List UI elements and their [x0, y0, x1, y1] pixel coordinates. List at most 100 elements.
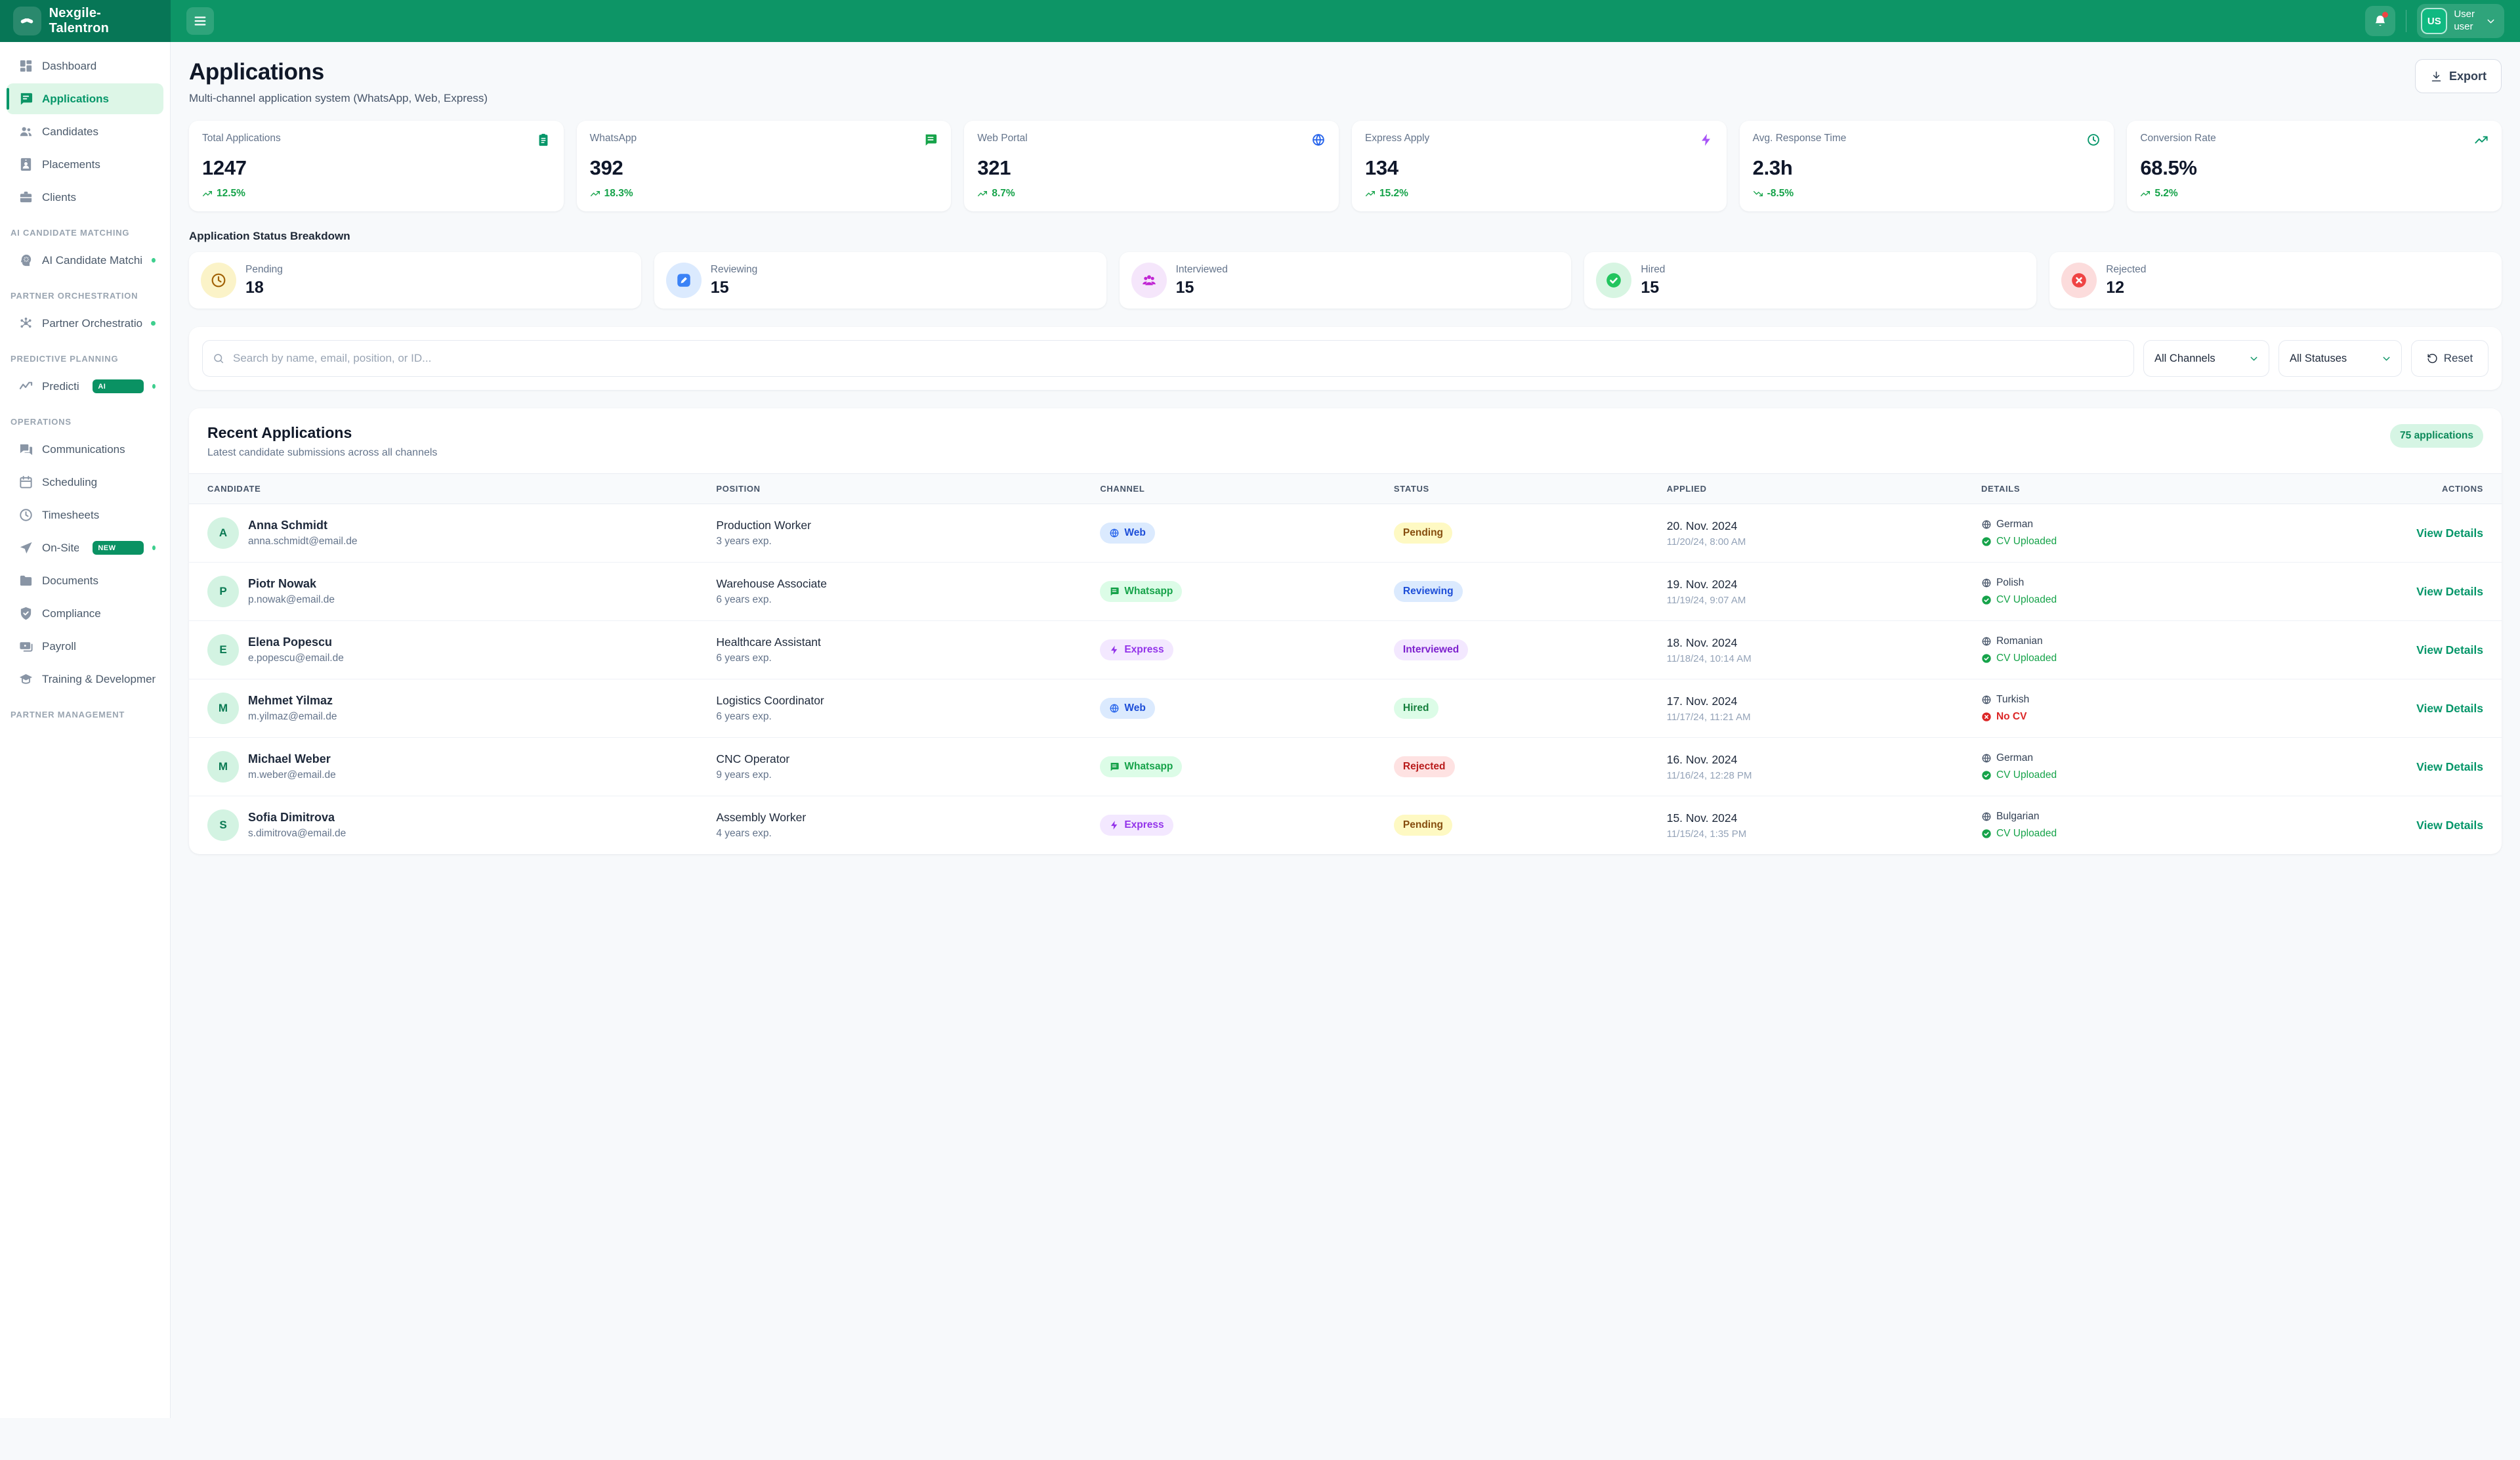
sidebar-item-dashboard[interactable]: Dashboard — [7, 51, 163, 81]
applied-datetime: 11/15/24, 1:35 PM — [1667, 828, 1963, 840]
candidate-email: m.yilmaz@email.de — [248, 711, 337, 723]
sidebar-item-payroll[interactable]: Payroll — [7, 631, 163, 662]
sidebar-item-timesheets[interactable]: Timesheets — [7, 500, 163, 530]
search-icon — [213, 353, 224, 364]
sidebar-item-training-development[interactable]: Training & Development — [7, 664, 163, 695]
status-badge-interviewed: Interviewed — [1394, 639, 1468, 660]
language-label: Turkish — [1996, 694, 2029, 706]
status-breakdown-title: Application Status Breakdown — [189, 230, 2502, 243]
sidebar-item-badge: AI — [93, 379, 144, 393]
status-count: 12 — [2106, 278, 2146, 297]
status-count: 15 — [1176, 278, 1228, 297]
sidebar-item-communications[interactable]: Communications — [7, 434, 163, 465]
page-title: Applications — [189, 59, 488, 85]
search-input[interactable] — [202, 340, 2134, 377]
navigation-icon — [18, 540, 33, 555]
channels-filter-select[interactable]: All Channels — [2143, 340, 2269, 377]
channels-filter-value: All Channels — [2154, 353, 2216, 365]
channel-badge-web: Web — [1100, 698, 1154, 719]
status-icon-circle — [1131, 263, 1167, 298]
stat-change: 18.3% — [590, 188, 938, 200]
view-details-link[interactable]: View Details — [2416, 585, 2483, 598]
channel-label: Express — [1124, 644, 1164, 656]
statuses-filter-select[interactable]: All Statuses — [2278, 340, 2402, 377]
sidebar-item-compliance[interactable]: Compliance — [7, 598, 163, 629]
sidebar-item-candidates[interactable]: Candidates — [7, 116, 163, 147]
sidebar-item-on-site-ma[interactable]: On-Site MaNEW — [7, 532, 163, 563]
chevron-down-icon — [2485, 16, 2496, 27]
trending-down-icon — [1753, 188, 1763, 199]
cell-actions: View Details — [2317, 513, 2502, 553]
view-details-link[interactable]: View Details — [2416, 760, 2483, 773]
candidate-email: s.dimitrova@email.de — [248, 828, 346, 840]
download-icon — [2430, 70, 2443, 83]
sidebar-item-partner-orchestration[interactable]: Partner Orchestration — [7, 308, 163, 339]
stat-card-top: Conversion Rate — [2140, 133, 2488, 147]
clock-icon — [2086, 133, 2101, 147]
language-label: Bulgarian — [1996, 811, 2040, 823]
view-details-link[interactable]: View Details — [2416, 526, 2483, 540]
cell-status: Pending — [1385, 802, 1658, 849]
sidebar-item-predictive-i[interactable]: Predictive IAI — [7, 371, 163, 402]
user-menu[interactable]: US User user — [2417, 4, 2504, 38]
detail-language: Bulgarian — [1981, 811, 2307, 823]
sidebar-toggle-button[interactable] — [186, 7, 214, 35]
statuses-filter-value: All Statuses — [2290, 353, 2347, 365]
sidebar-item-status-dot — [152, 384, 156, 389]
cv-label: CV Uploaded — [1996, 536, 2057, 548]
sidebar-item-applications[interactable]: Applications — [7, 83, 163, 114]
view-details-link[interactable]: View Details — [2416, 819, 2483, 832]
sidebar-item-label: Partner Orchestration — [42, 317, 142, 330]
sidebar-item-scheduling[interactable]: Scheduling — [7, 467, 163, 498]
notifications-button[interactable] — [2365, 6, 2395, 36]
sidebar-item-documents[interactable]: Documents — [7, 565, 163, 596]
sidebar-item-placements[interactable]: Placements — [7, 149, 163, 180]
view-details-link[interactable]: View Details — [2416, 643, 2483, 656]
column-header-actions: ACTIONS — [2317, 474, 2502, 504]
cell-status: Interviewed — [1385, 626, 1658, 674]
candidate-email: p.nowak@email.de — [248, 594, 335, 606]
users-filled-icon — [1141, 272, 1158, 289]
id-badge-icon — [18, 157, 33, 172]
column-header-position: POSITION — [707, 474, 1091, 504]
sidebar-section-title: PARTNER ORCHESTRATION — [0, 278, 170, 306]
sidebar-item-label: Scheduling — [42, 476, 97, 489]
recent-applications-card: Recent Applications Latest candidate sub… — [189, 408, 2502, 854]
view-details-link[interactable]: View Details — [2416, 702, 2483, 715]
shield-check-icon — [18, 606, 33, 621]
status-icon-circle — [2061, 263, 2097, 298]
sidebar-item-clients[interactable]: Clients — [7, 182, 163, 213]
page-header-text: Applications Multi-channel application s… — [189, 59, 488, 105]
channel-label: Whatsapp — [1124, 761, 1173, 773]
export-button[interactable]: Export — [2415, 59, 2502, 93]
stat-value: 1247 — [202, 156, 551, 180]
cv-label: CV Uploaded — [1996, 594, 2057, 606]
banknote-icon — [18, 639, 33, 654]
sidebar-item-label: Dashboard — [42, 60, 96, 73]
sidebar-item-ai-candidate-matching[interactable]: AI Candidate Matching — [7, 245, 163, 276]
reset-filters-button[interactable]: Reset — [2411, 340, 2488, 377]
column-header-applied: APPLIED — [1658, 474, 1972, 504]
chevron-down-icon — [2381, 353, 2392, 364]
stat-label: Conversion Rate — [2140, 133, 2216, 144]
cell-actions: View Details — [2317, 572, 2502, 612]
status-badge-pending: Pending — [1394, 815, 1452, 836]
status-icon-circle — [201, 263, 236, 298]
channel-badge-web: Web — [1100, 523, 1154, 544]
stat-change-value: 5.2% — [2154, 188, 2177, 200]
position-experience: 9 years exp. — [716, 769, 1082, 781]
applied-datetime: 11/20/24, 8:00 AM — [1667, 536, 1963, 548]
status-icon-circle — [1596, 263, 1631, 298]
page-header: Applications Multi-channel application s… — [189, 59, 2502, 105]
user-name-line2: user — [2454, 21, 2475, 33]
